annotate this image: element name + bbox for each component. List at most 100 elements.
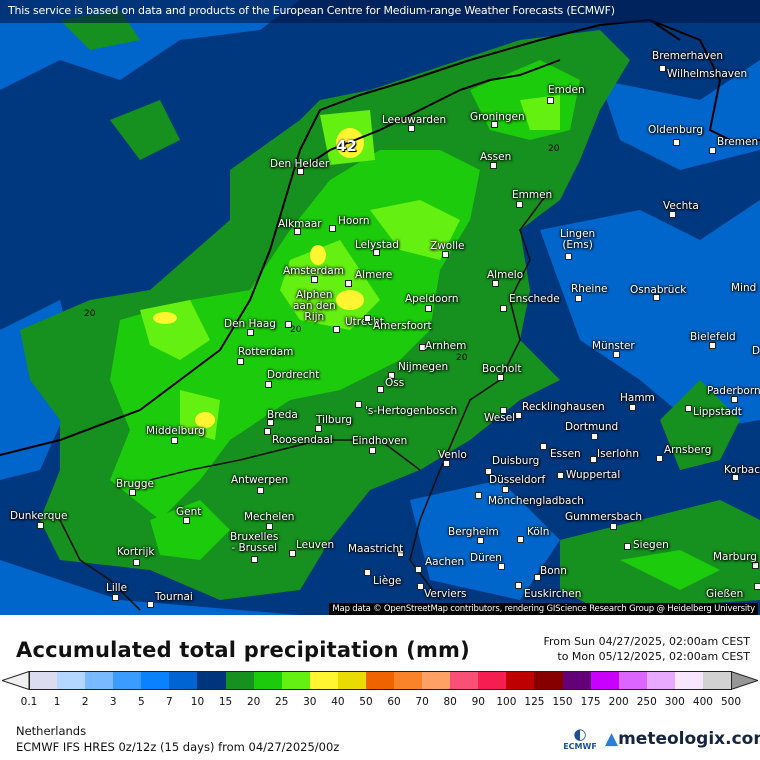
city-marker [498, 563, 505, 570]
city-label: Gießen [706, 588, 744, 600]
legend-color-box [478, 671, 508, 690]
city-marker [754, 583, 760, 590]
city-label: Den Helder [270, 158, 330, 170]
city-marker [147, 601, 154, 608]
city-label: Tilburg [316, 414, 353, 426]
legend-color-box [590, 671, 620, 690]
legend-tick-label: 25 [275, 696, 289, 708]
legend-color-box [422, 671, 452, 690]
region-name: Netherlands [16, 724, 87, 738]
city-marker [311, 276, 318, 283]
legend-tick-label: 40 [331, 696, 345, 708]
legend-color-box [646, 671, 676, 690]
legend-color-box [197, 671, 227, 690]
city-marker [613, 351, 620, 358]
city-marker [490, 162, 497, 169]
city-marker [669, 211, 676, 218]
city-label: Iserlohn [597, 448, 639, 460]
contour-label: 20 [548, 144, 560, 154]
legend-color-box [141, 671, 171, 690]
city-marker [653, 294, 660, 301]
city-marker [575, 295, 582, 302]
city-label: Paderborn [707, 385, 760, 397]
city-marker [517, 536, 524, 543]
city-label: Liège [373, 575, 402, 587]
legend-tick-label: 5 [137, 696, 145, 708]
city-marker [388, 372, 395, 379]
city-label: Lingen (Ems) [560, 228, 596, 251]
period-from: From Sun 04/27/2025, 02:00am CEST [543, 635, 750, 648]
legend-tick-label: 150 [552, 696, 573, 708]
city-label: Münster [592, 340, 635, 352]
legend-tick-label: 50 [359, 696, 373, 708]
city-marker [502, 486, 509, 493]
legend-tick-label: 2 [81, 696, 89, 708]
legend-over-arrow [730, 671, 758, 690]
city-marker [547, 97, 554, 104]
city-marker [364, 569, 371, 576]
city-label: Bielefeld [690, 331, 736, 343]
legend-color-box [674, 671, 704, 690]
city-label: Duisburg [492, 455, 540, 467]
city-marker [425, 305, 432, 312]
city-marker [377, 386, 384, 393]
city-marker [500, 305, 507, 312]
city-label: Oldenburg [648, 124, 704, 136]
legend-tick-label: 400 [692, 696, 713, 708]
city-label: Leeuwarden [382, 114, 447, 126]
city-marker [534, 574, 541, 581]
legend-color-box [337, 671, 367, 690]
city-label: Roosendaal [272, 434, 333, 446]
city-label: Nijmegen [398, 361, 449, 373]
contour-label: 20 [84, 309, 96, 319]
city-marker [475, 492, 482, 499]
ecmwf-logo: ◐ ECMWF [560, 726, 600, 756]
city-marker [709, 147, 716, 154]
city-label: Arnsberg [664, 444, 712, 456]
city-label: Siegen [633, 539, 669, 551]
city-label: Mechelen [244, 511, 295, 523]
max-value-label: 42 [336, 137, 357, 155]
city-label: Bremerhaven [652, 50, 723, 62]
city-label: Venlo [438, 449, 467, 461]
city-label: Bonn [540, 565, 567, 577]
city-marker [500, 407, 507, 414]
legend-tick-label: 7 [166, 696, 173, 708]
precipitation-map[interactable]: This service is based on data and produc… [0, 0, 760, 615]
city-marker [37, 522, 44, 529]
meteologix-logo[interactable]: ▲meteologix.com [605, 729, 760, 749]
city-marker [515, 582, 522, 589]
city-marker [133, 559, 140, 566]
legend-tick-label: 60 [387, 696, 401, 708]
legend-tick-label: 250 [636, 696, 657, 708]
ecmwf-logo-text: ECMWF [563, 742, 597, 751]
city-label: Osnabrück [630, 284, 687, 296]
legend-color-box [309, 671, 339, 690]
city-label: Mind [731, 282, 757, 294]
legend-tick-label: 125 [524, 696, 545, 708]
legend-tick-label: 15 [218, 696, 233, 708]
city-label: Düren [470, 552, 502, 564]
city-marker [183, 517, 190, 524]
city-marker [731, 396, 738, 403]
city-label: Oss [385, 377, 405, 389]
legend-color-box [281, 671, 311, 690]
city-marker [285, 321, 292, 328]
valid-period: From Sun 04/27/2025, 02:00am CEST to Mon… [543, 634, 750, 664]
city-marker [369, 447, 376, 454]
city-label: Hamm [620, 392, 655, 404]
city-marker [610, 523, 617, 530]
city-label: Tournai [155, 591, 193, 603]
city-label: Amsterdam [283, 265, 344, 277]
city-label: Lippstadt [693, 406, 742, 418]
period-to: to Mon 05/12/2025, 02:00am CEST [557, 650, 750, 663]
city-marker [289, 550, 296, 557]
city-label: Verviers [424, 588, 467, 600]
city-marker [515, 412, 522, 419]
contour-label: 20 [290, 325, 302, 335]
city-marker [417, 583, 424, 590]
city-label: Dunkerque [10, 510, 68, 522]
city-label: Hoorn [338, 215, 370, 227]
legend-tick-label: 100 [496, 696, 517, 708]
city-label: Dordrecht [267, 369, 320, 381]
